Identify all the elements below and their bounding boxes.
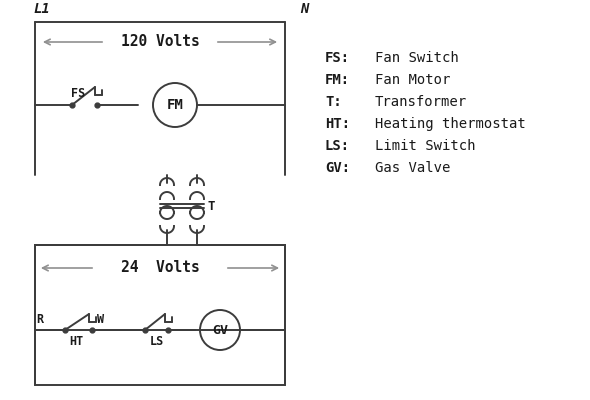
Text: Fan Switch: Fan Switch	[375, 51, 459, 65]
Text: HT: HT	[70, 335, 84, 348]
Text: FS: FS	[71, 87, 85, 100]
Text: L1: L1	[33, 2, 50, 16]
Text: GV: GV	[212, 324, 228, 336]
Text: LS:: LS:	[325, 139, 350, 153]
Text: Fan Motor: Fan Motor	[375, 73, 450, 87]
Text: FM:: FM:	[325, 73, 350, 87]
Text: 120 Volts: 120 Volts	[120, 34, 199, 50]
Text: T:: T:	[325, 95, 342, 109]
Text: R: R	[36, 313, 43, 326]
Text: T: T	[207, 200, 215, 214]
Text: N: N	[300, 2, 309, 16]
Text: Gas Valve: Gas Valve	[375, 161, 450, 175]
Text: Heating thermostat: Heating thermostat	[375, 117, 526, 131]
Text: HT:: HT:	[325, 117, 350, 131]
Text: LS: LS	[149, 335, 163, 348]
Text: 24  Volts: 24 Volts	[120, 260, 199, 276]
Text: W: W	[97, 313, 104, 326]
Text: Transformer: Transformer	[375, 95, 467, 109]
Text: GV:: GV:	[325, 161, 350, 175]
Text: FM: FM	[166, 98, 183, 112]
Text: Limit Switch: Limit Switch	[375, 139, 476, 153]
Text: FS:: FS:	[325, 51, 350, 65]
